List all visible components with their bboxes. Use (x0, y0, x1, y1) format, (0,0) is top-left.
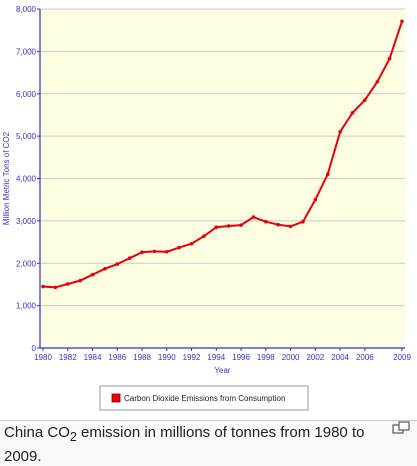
data-point (251, 215, 256, 219)
data-point (164, 250, 169, 254)
gridlines (40, 8, 405, 307)
caption-prefix: China CO (4, 424, 70, 441)
series-polyline (42, 20, 403, 289)
data-point (41, 284, 45, 289)
caption-suffix: emission in millions of tonnes from 1980… (4, 424, 365, 465)
x-tick-label: 1990 (158, 353, 176, 362)
data-point (78, 278, 82, 283)
data-point (214, 225, 219, 230)
data-point (276, 222, 281, 227)
x-tick-label: 1994 (207, 353, 225, 362)
data-point (103, 266, 107, 271)
data-point (140, 250, 144, 255)
x-tick-label: 2000 (282, 353, 300, 362)
y-tick-label: 1,000 (16, 302, 37, 311)
y-tick-label: 5,000 (16, 132, 37, 141)
x-tick-label: 2004 (331, 353, 349, 362)
x-tick-label: 2009 (393, 353, 411, 362)
x-tick-label: 1986 (108, 353, 126, 362)
x-tick-label: 2002 (306, 353, 324, 362)
y-tick-label: 0 (32, 344, 37, 353)
y-tick-label: 6,000 (16, 90, 37, 99)
data-point (301, 219, 305, 224)
y-tick-label: 4,000 (16, 175, 37, 184)
series-line (41, 19, 404, 290)
co2-emissions-chart: 0 1,000 2,000 3,000 4,000 5,000 6,000 7,000 8,00… (2, 5, 411, 411)
data-point (189, 241, 194, 246)
y-tick-label: 8,000 (16, 5, 37, 14)
tick-labels: 0 1,000 2,000 3,000 4,000 5,000 6,000 7,000 8,00… (16, 5, 411, 362)
x-tick-label: 1984 (84, 353, 102, 362)
legend-label: Carbon Dioxide Emissions from Consumptio… (124, 394, 285, 403)
x-tick-label: 2006 (356, 353, 374, 362)
data-point (400, 19, 404, 24)
data-point (350, 111, 355, 115)
data-point (288, 224, 293, 229)
data-point (375, 80, 380, 84)
y-tick-label: 3,000 (16, 217, 37, 226)
data-point (177, 245, 181, 250)
legend: Carbon Dioxide Emissions from Consumptio… (99, 385, 309, 411)
data-point (363, 98, 367, 102)
data-point (53, 285, 58, 290)
data-point (202, 234, 206, 238)
data-point (338, 130, 342, 134)
figure-caption: China CO2 emission in millions of tonnes… (4, 423, 376, 466)
data-point (226, 224, 231, 228)
data-point (264, 219, 268, 224)
data-point (325, 172, 330, 177)
data-point (90, 272, 95, 277)
y-tick-label: 2,000 (16, 259, 37, 268)
data-point (313, 197, 318, 202)
x-tick-label: 1988 (133, 353, 151, 362)
x-tick-label: 1992 (183, 353, 201, 362)
y-axis-label: Million Metric Tons of CO2 (2, 131, 11, 225)
x-tick-label: 1982 (59, 353, 77, 362)
x-tick-label: 1996 (232, 353, 250, 362)
data-point (127, 256, 132, 260)
x-tick-label: 1998 (257, 353, 275, 362)
x-tick-label: 1980 (34, 353, 52, 362)
x-axis-label: Year (214, 366, 231, 375)
chart-frame: 0 1,000 2,000 3,000 4,000 5,000 6,000 7,000 8,00… (0, 5, 417, 421)
data-point (387, 56, 392, 61)
y-tick-label: 7,000 (16, 47, 37, 56)
enlarge-icon[interactable] (392, 421, 410, 435)
legend-swatch (111, 393, 121, 403)
data-point (115, 262, 120, 266)
data-point (65, 282, 70, 286)
data-point (239, 223, 243, 227)
caption-subscript: 2 (69, 430, 77, 444)
data-point (152, 249, 157, 254)
legend-box (99, 385, 309, 411)
